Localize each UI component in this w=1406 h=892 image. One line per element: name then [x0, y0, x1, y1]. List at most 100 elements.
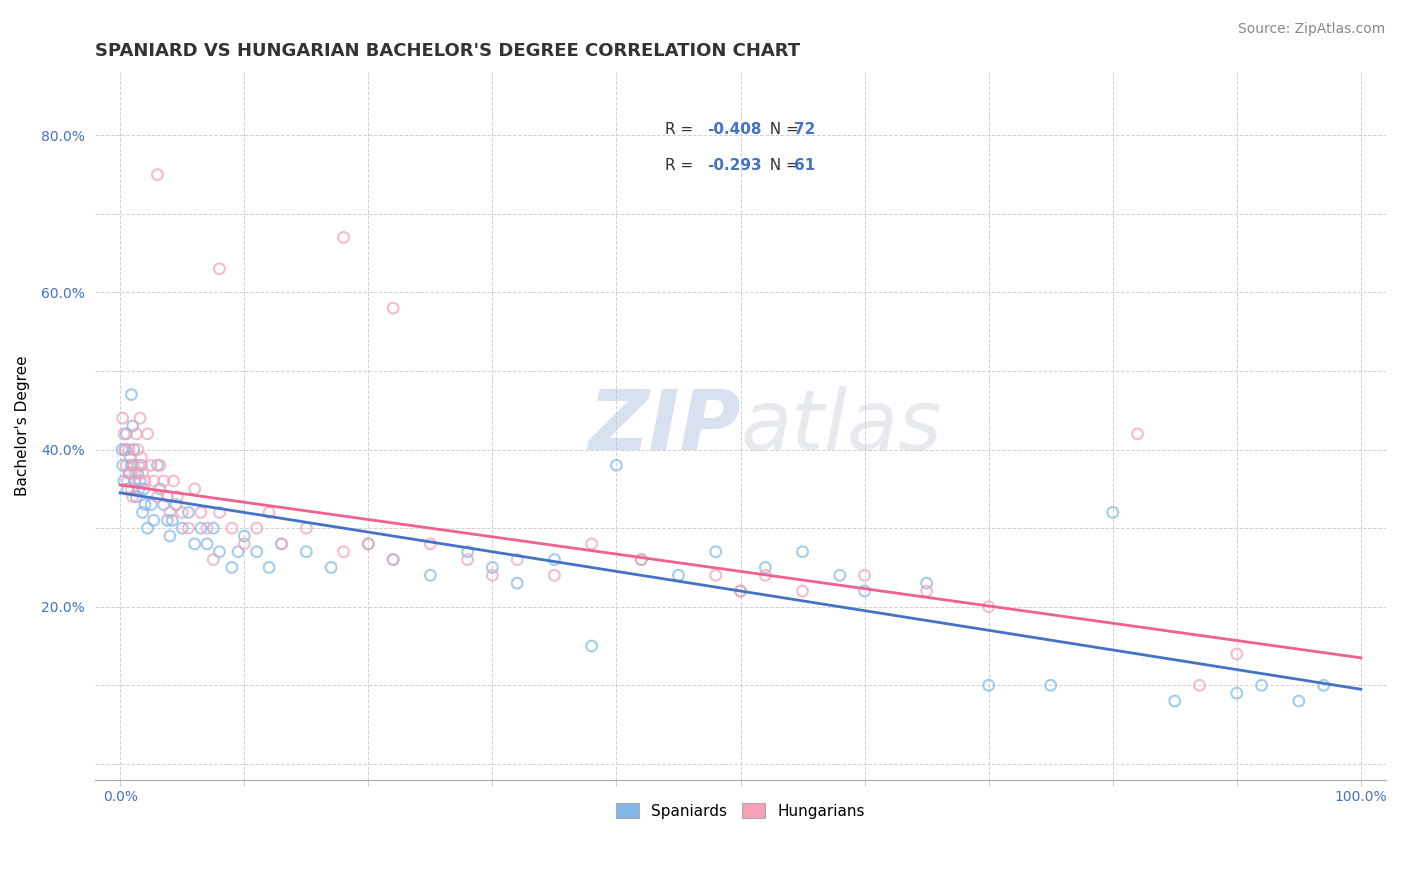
Point — [457, 552, 479, 566]
Text: R =: R = — [665, 122, 697, 137]
Point — [630, 552, 652, 566]
Point — [125, 426, 148, 441]
Point — [226, 545, 249, 559]
Point — [111, 458, 134, 473]
Point — [457, 545, 479, 559]
Point — [704, 568, 727, 582]
Point — [1188, 678, 1211, 692]
Point — [382, 552, 405, 566]
Point — [419, 568, 441, 582]
Point — [159, 529, 181, 543]
Point — [246, 545, 269, 559]
Point — [128, 458, 150, 473]
Point — [112, 474, 135, 488]
Point — [127, 466, 149, 480]
Point — [132, 482, 155, 496]
Point — [792, 545, 814, 559]
Point — [146, 458, 169, 473]
Point — [127, 442, 149, 457]
Point — [195, 537, 218, 551]
Point — [605, 458, 627, 473]
Point — [131, 466, 153, 480]
Point — [183, 537, 205, 551]
Point — [332, 230, 354, 244]
Point — [162, 474, 184, 488]
Point — [257, 560, 280, 574]
Point — [115, 426, 138, 441]
Point — [419, 537, 441, 551]
Point — [1288, 694, 1310, 708]
Point — [128, 482, 150, 496]
Point — [165, 498, 187, 512]
Point — [792, 584, 814, 599]
Point — [115, 458, 138, 473]
Text: Source: ZipAtlas.com: Source: ZipAtlas.com — [1237, 22, 1385, 37]
Point — [257, 505, 280, 519]
Point — [190, 505, 212, 519]
Point — [295, 545, 318, 559]
Point — [202, 552, 225, 566]
Point — [183, 482, 205, 496]
Point — [142, 513, 165, 527]
Point — [141, 498, 163, 512]
Point — [190, 521, 212, 535]
Point — [543, 568, 565, 582]
Point — [177, 505, 200, 519]
Point — [382, 552, 405, 566]
Point — [120, 458, 142, 473]
Text: R =: R = — [665, 158, 697, 173]
Point — [233, 529, 256, 543]
Point — [1126, 426, 1149, 441]
Point — [131, 450, 153, 465]
Point — [270, 537, 292, 551]
Point — [112, 426, 135, 441]
Point — [131, 458, 153, 473]
Text: ZIP: ZIP — [588, 385, 741, 467]
Point — [321, 560, 343, 574]
Point — [543, 552, 565, 566]
Point — [915, 576, 938, 591]
Point — [357, 537, 380, 551]
Point — [117, 482, 139, 496]
Point — [704, 545, 727, 559]
Point — [221, 560, 243, 574]
Point — [136, 426, 159, 441]
Point — [114, 442, 136, 457]
Point — [122, 458, 145, 473]
Point — [481, 560, 503, 574]
Point — [668, 568, 690, 582]
Point — [156, 490, 179, 504]
Point — [233, 537, 256, 551]
Point — [172, 505, 194, 519]
Point — [1101, 505, 1123, 519]
Point — [506, 576, 529, 591]
Point — [177, 521, 200, 535]
Point — [166, 490, 188, 504]
Point — [122, 442, 145, 457]
Point — [141, 458, 163, 473]
Point — [754, 560, 776, 574]
Point — [149, 458, 172, 473]
Point — [114, 442, 136, 457]
Point — [124, 474, 146, 488]
Point — [754, 568, 776, 582]
Point — [134, 498, 156, 512]
Text: 72: 72 — [794, 122, 815, 137]
Point — [828, 568, 851, 582]
Point — [581, 537, 603, 551]
Point — [481, 568, 503, 582]
Point — [146, 490, 169, 504]
Point — [124, 466, 146, 480]
Text: -0.408: -0.408 — [707, 122, 761, 137]
Y-axis label: Bachelor's Degree: Bachelor's Degree — [15, 356, 30, 496]
Point — [221, 521, 243, 535]
Point — [357, 537, 380, 551]
Point — [730, 584, 752, 599]
Point — [382, 301, 405, 315]
Text: SPANIARD VS HUNGARIAN BACHELOR'S DEGREE CORRELATION CHART: SPANIARD VS HUNGARIAN BACHELOR'S DEGREE … — [96, 42, 800, 60]
Point — [208, 505, 231, 519]
Point — [1250, 678, 1272, 692]
Point — [156, 513, 179, 527]
Text: -0.293: -0.293 — [707, 158, 761, 173]
Point — [208, 261, 231, 276]
